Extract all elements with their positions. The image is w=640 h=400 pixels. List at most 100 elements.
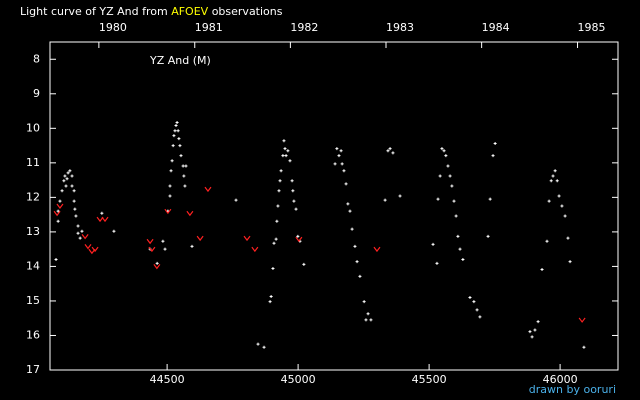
- upper-limit-mark: [251, 246, 259, 253]
- observation-point: [286, 149, 290, 153]
- y-tick-label: 16: [26, 328, 40, 341]
- observation-point: [73, 207, 77, 211]
- observation-point: [54, 258, 58, 262]
- observation-point: [72, 189, 76, 193]
- observation-point: [337, 154, 341, 158]
- observation-point: [391, 151, 395, 155]
- observation-point: [172, 134, 176, 138]
- upper-limit-mark: [373, 246, 381, 253]
- observation-point: [563, 214, 567, 218]
- observation-point: [278, 179, 282, 183]
- observation-point: [56, 209, 60, 213]
- y-tick-label: 9: [33, 87, 40, 100]
- observation-point: [444, 154, 448, 158]
- upper-limit-mark: [146, 238, 154, 245]
- observation-point: [486, 234, 490, 238]
- upper-limit-mark: [53, 210, 61, 217]
- observation-point: [112, 229, 116, 233]
- observation-point: [271, 266, 275, 270]
- observation-point: [333, 162, 337, 166]
- x2-tick-label: 1985: [578, 21, 606, 34]
- upper-limit-mark: [84, 244, 92, 250]
- observation-point: [342, 169, 346, 173]
- upper-limit-mark: [153, 264, 161, 270]
- annotation: YZ And (M): [149, 54, 211, 67]
- observation-point: [155, 261, 159, 265]
- upper-limit-mark: [148, 246, 156, 253]
- y-tick-label: 15: [26, 294, 40, 307]
- observation-point: [176, 129, 180, 133]
- observation-point: [178, 144, 182, 148]
- y-tick-label: 14: [26, 259, 40, 272]
- credit: drawn by ooruri: [529, 383, 616, 396]
- x-tick-label: 45500: [412, 373, 447, 386]
- observation-point: [60, 189, 64, 193]
- observation-point: [386, 149, 390, 153]
- observation-point: [76, 224, 80, 228]
- x-tick-label: 45000: [281, 373, 316, 386]
- observation-point: [296, 234, 300, 238]
- observation-point: [456, 234, 460, 238]
- observation-point: [568, 260, 572, 264]
- observation-point: [274, 237, 278, 241]
- observation-point: [383, 198, 387, 202]
- observation-point: [58, 199, 62, 203]
- observation-point: [272, 241, 276, 245]
- observation-point: [72, 199, 76, 203]
- x2-tick-label: 1981: [195, 21, 223, 34]
- observation-point: [366, 312, 370, 316]
- y-tick-label: 8: [33, 52, 40, 65]
- title-part: observations: [212, 5, 283, 18]
- upper-limit-mark: [243, 235, 251, 242]
- observation-point: [488, 197, 492, 201]
- observation-point: [177, 137, 181, 141]
- observation-point: [491, 154, 495, 158]
- upper-limit-mark: [164, 208, 172, 215]
- observation-point: [179, 154, 183, 158]
- y-tick-label: 17: [26, 363, 40, 376]
- title-part: Light curve of YZ And from: [20, 5, 168, 18]
- observation-point: [438, 174, 442, 178]
- x2-tick-label: 1984: [482, 21, 510, 34]
- upper-limit-mark: [96, 216, 104, 223]
- observation-point: [65, 177, 69, 181]
- x2-tick-label: 1980: [99, 21, 127, 34]
- observation-point: [175, 120, 179, 124]
- y-tick-label: 10: [26, 121, 40, 134]
- observation-point: [256, 342, 260, 346]
- observation-point: [545, 239, 549, 243]
- observation-point: [458, 247, 462, 251]
- observation-point: [528, 330, 532, 334]
- plot-frame: [49, 41, 619, 371]
- observation-point: [582, 345, 586, 349]
- observation-point: [76, 231, 80, 235]
- y-tick-label: 11: [26, 156, 40, 169]
- observation-point: [283, 147, 287, 151]
- observation-point: [292, 199, 296, 203]
- observation-point: [279, 169, 283, 173]
- y-tick-label: 13: [26, 225, 40, 238]
- observation-point: [555, 179, 559, 183]
- x-tick-label: 44500: [150, 373, 185, 386]
- observation-point: [291, 189, 295, 193]
- observation-point: [78, 236, 82, 240]
- observation-point: [190, 244, 194, 248]
- observation-point: [551, 174, 555, 178]
- observation-point: [454, 214, 458, 218]
- y-tick-label: 12: [26, 190, 40, 203]
- observation-point: [533, 328, 537, 332]
- observation-point: [168, 184, 172, 188]
- observation-point: [557, 194, 561, 198]
- observation-point: [547, 199, 551, 203]
- upper-limit-mark: [204, 186, 212, 193]
- observation-point: [362, 300, 366, 304]
- observation-point: [339, 149, 343, 153]
- observation-point: [493, 142, 497, 146]
- observation-point: [468, 295, 472, 299]
- upper-limit-mark: [91, 246, 99, 253]
- observation-point: [436, 197, 440, 201]
- observation-point: [340, 162, 344, 166]
- observation-point: [169, 169, 173, 173]
- observation-point: [560, 204, 564, 208]
